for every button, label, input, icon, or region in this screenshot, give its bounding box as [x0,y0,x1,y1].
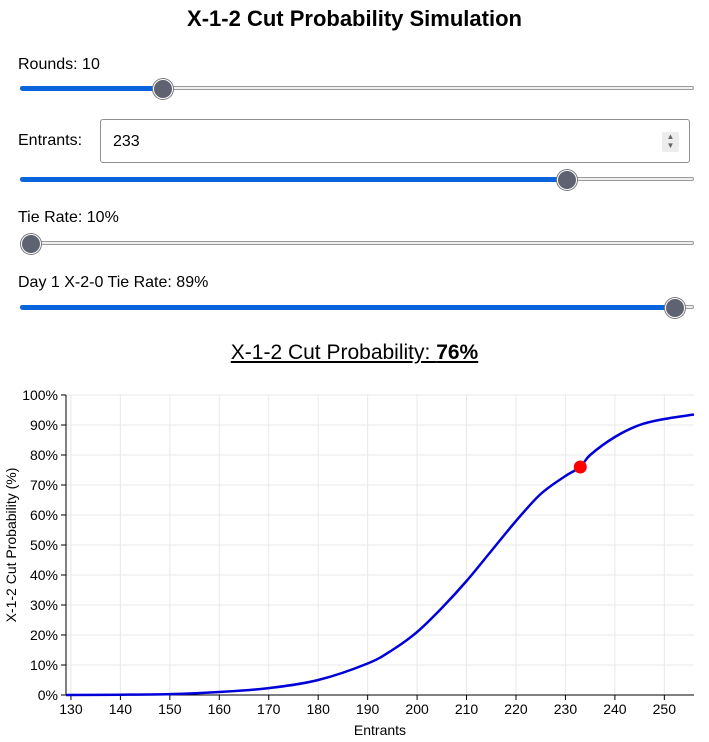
entrants-slider-fill [20,177,566,182]
tie-rate-label: Tie Rate: 10% [18,209,119,226]
spinner-arrows-icon[interactable]: ▲ ▼ [662,132,679,152]
day1-tie-rate-slider-thumb[interactable] [664,298,685,318]
x-tick-label: 220 [504,701,528,717]
tie-rate-slider[interactable] [20,234,694,254]
entrants-slider[interactable] [20,170,694,190]
day1-tie-rate-label: Day 1 X-2-0 Tie Rate: 89% [18,274,209,291]
x-tick-label: 210 [455,701,479,717]
y-tick-label: 20% [30,627,58,643]
rounds-slider[interactable] [20,79,694,99]
day1-tie-rate-slider[interactable] [20,298,694,318]
y-axis-label: X-1-2 Cut Probability (%) [3,468,19,623]
y-tick-label: 50% [30,537,58,553]
x-tick-label: 230 [554,701,578,717]
x-tick-label: 180 [307,701,331,717]
x-tick-label: 250 [653,701,677,717]
x-tick-label: 140 [109,701,133,717]
x-axis-label: Entrants [354,722,406,738]
y-tick-label: 10% [30,657,58,673]
y-tick-label: 80% [30,447,58,463]
entrants-input[interactable]: 233 ▲ ▼ [100,119,690,163]
rounds-slider-thumb[interactable] [152,79,173,99]
rounds-slider-fill [20,86,162,91]
x-tick-label: 240 [603,701,627,717]
x-tick-label: 170 [257,701,281,717]
x-tick-label: 150 [158,701,182,717]
entrants-label: Entrants: [18,132,83,149]
y-tick-label: 60% [30,507,58,523]
entrants-input-value: 233 [113,133,140,150]
x-tick-label: 160 [208,701,232,717]
y-tick-label: 70% [30,477,58,493]
probability-heading: X-1-2 Cut Probability: 76% [0,341,709,365]
day1-tie-rate-slider-fill [20,305,674,310]
current-entrants-marker [573,460,587,474]
tie-rate-slider-thumb[interactable] [21,234,42,254]
y-tick-label: 90% [30,417,58,433]
probability-value: 76% [436,341,479,364]
page-title: X-1-2 Cut Probability Simulation [187,6,522,31]
y-tick-label: 0% [38,687,58,703]
rounds-label: Rounds: 10 [18,56,100,73]
probability-curve [65,413,695,697]
y-tick-label: 30% [30,597,58,613]
probability-heading-prefix: X-1-2 Cut Probability: [230,341,437,364]
x-tick-label: 200 [405,701,429,717]
entrants-slider-thumb[interactable] [556,170,577,190]
x-tick-label: 190 [356,701,380,717]
y-tick-label: 100% [22,387,58,403]
y-tick-label: 40% [30,567,58,583]
x-tick-label: 130 [59,701,83,717]
